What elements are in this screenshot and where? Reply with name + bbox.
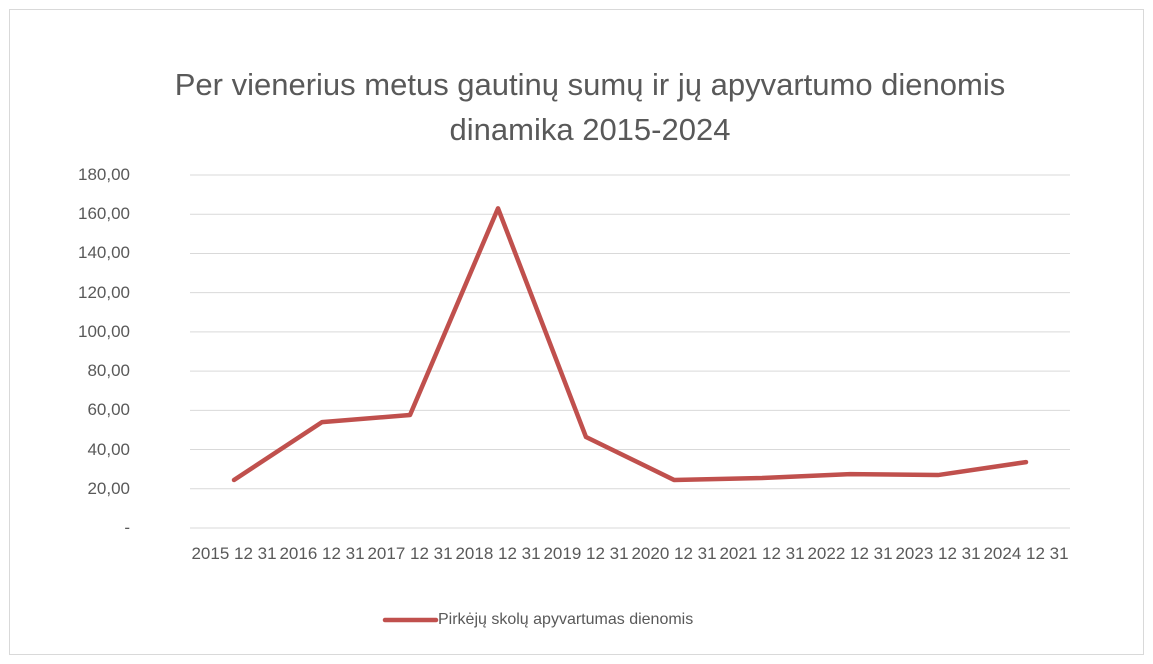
chart-title: Per vienerius metus gautinų sumų ir jų a… [174,67,1006,147]
y-tick-label: 140,00 [78,243,130,263]
x-tick-label: 2016 12 31 [279,544,365,563]
x-tick-label: 2023 12 31 [895,544,981,563]
y-tick-label: 180,00 [78,165,130,184]
legend-label: Pirkėjų skolų apyvartumas dienomis [438,611,694,628]
y-tick-label: 100,00 [78,321,130,341]
y-tick-label: 80,00 [87,361,130,381]
y-tick-label: - [124,518,130,537]
x-tick-label: 2021 12 31 [719,544,805,563]
x-tick-label: 2019 12 31 [543,544,629,563]
x-tick-label: 2024 12 31 [983,544,1069,563]
y-tick-label: 160,00 [78,204,130,224]
y-tick-label: 20,00 [87,478,130,498]
x-tick-label: 2018 12 31 [455,544,541,563]
data-line [231,206,1029,483]
x-tick-label: 2020 12 31 [631,544,717,563]
x-tick-label: 2022 12 31 [807,544,893,563]
x-tick-label: 2017 12 31 [367,544,453,563]
y-tick-label: 120,00 [78,282,130,302]
y-tick-label: 60,00 [87,400,130,420]
x-tick-label: 2015 12 31 [191,544,277,563]
y-tick-label: 40,00 [87,439,130,459]
